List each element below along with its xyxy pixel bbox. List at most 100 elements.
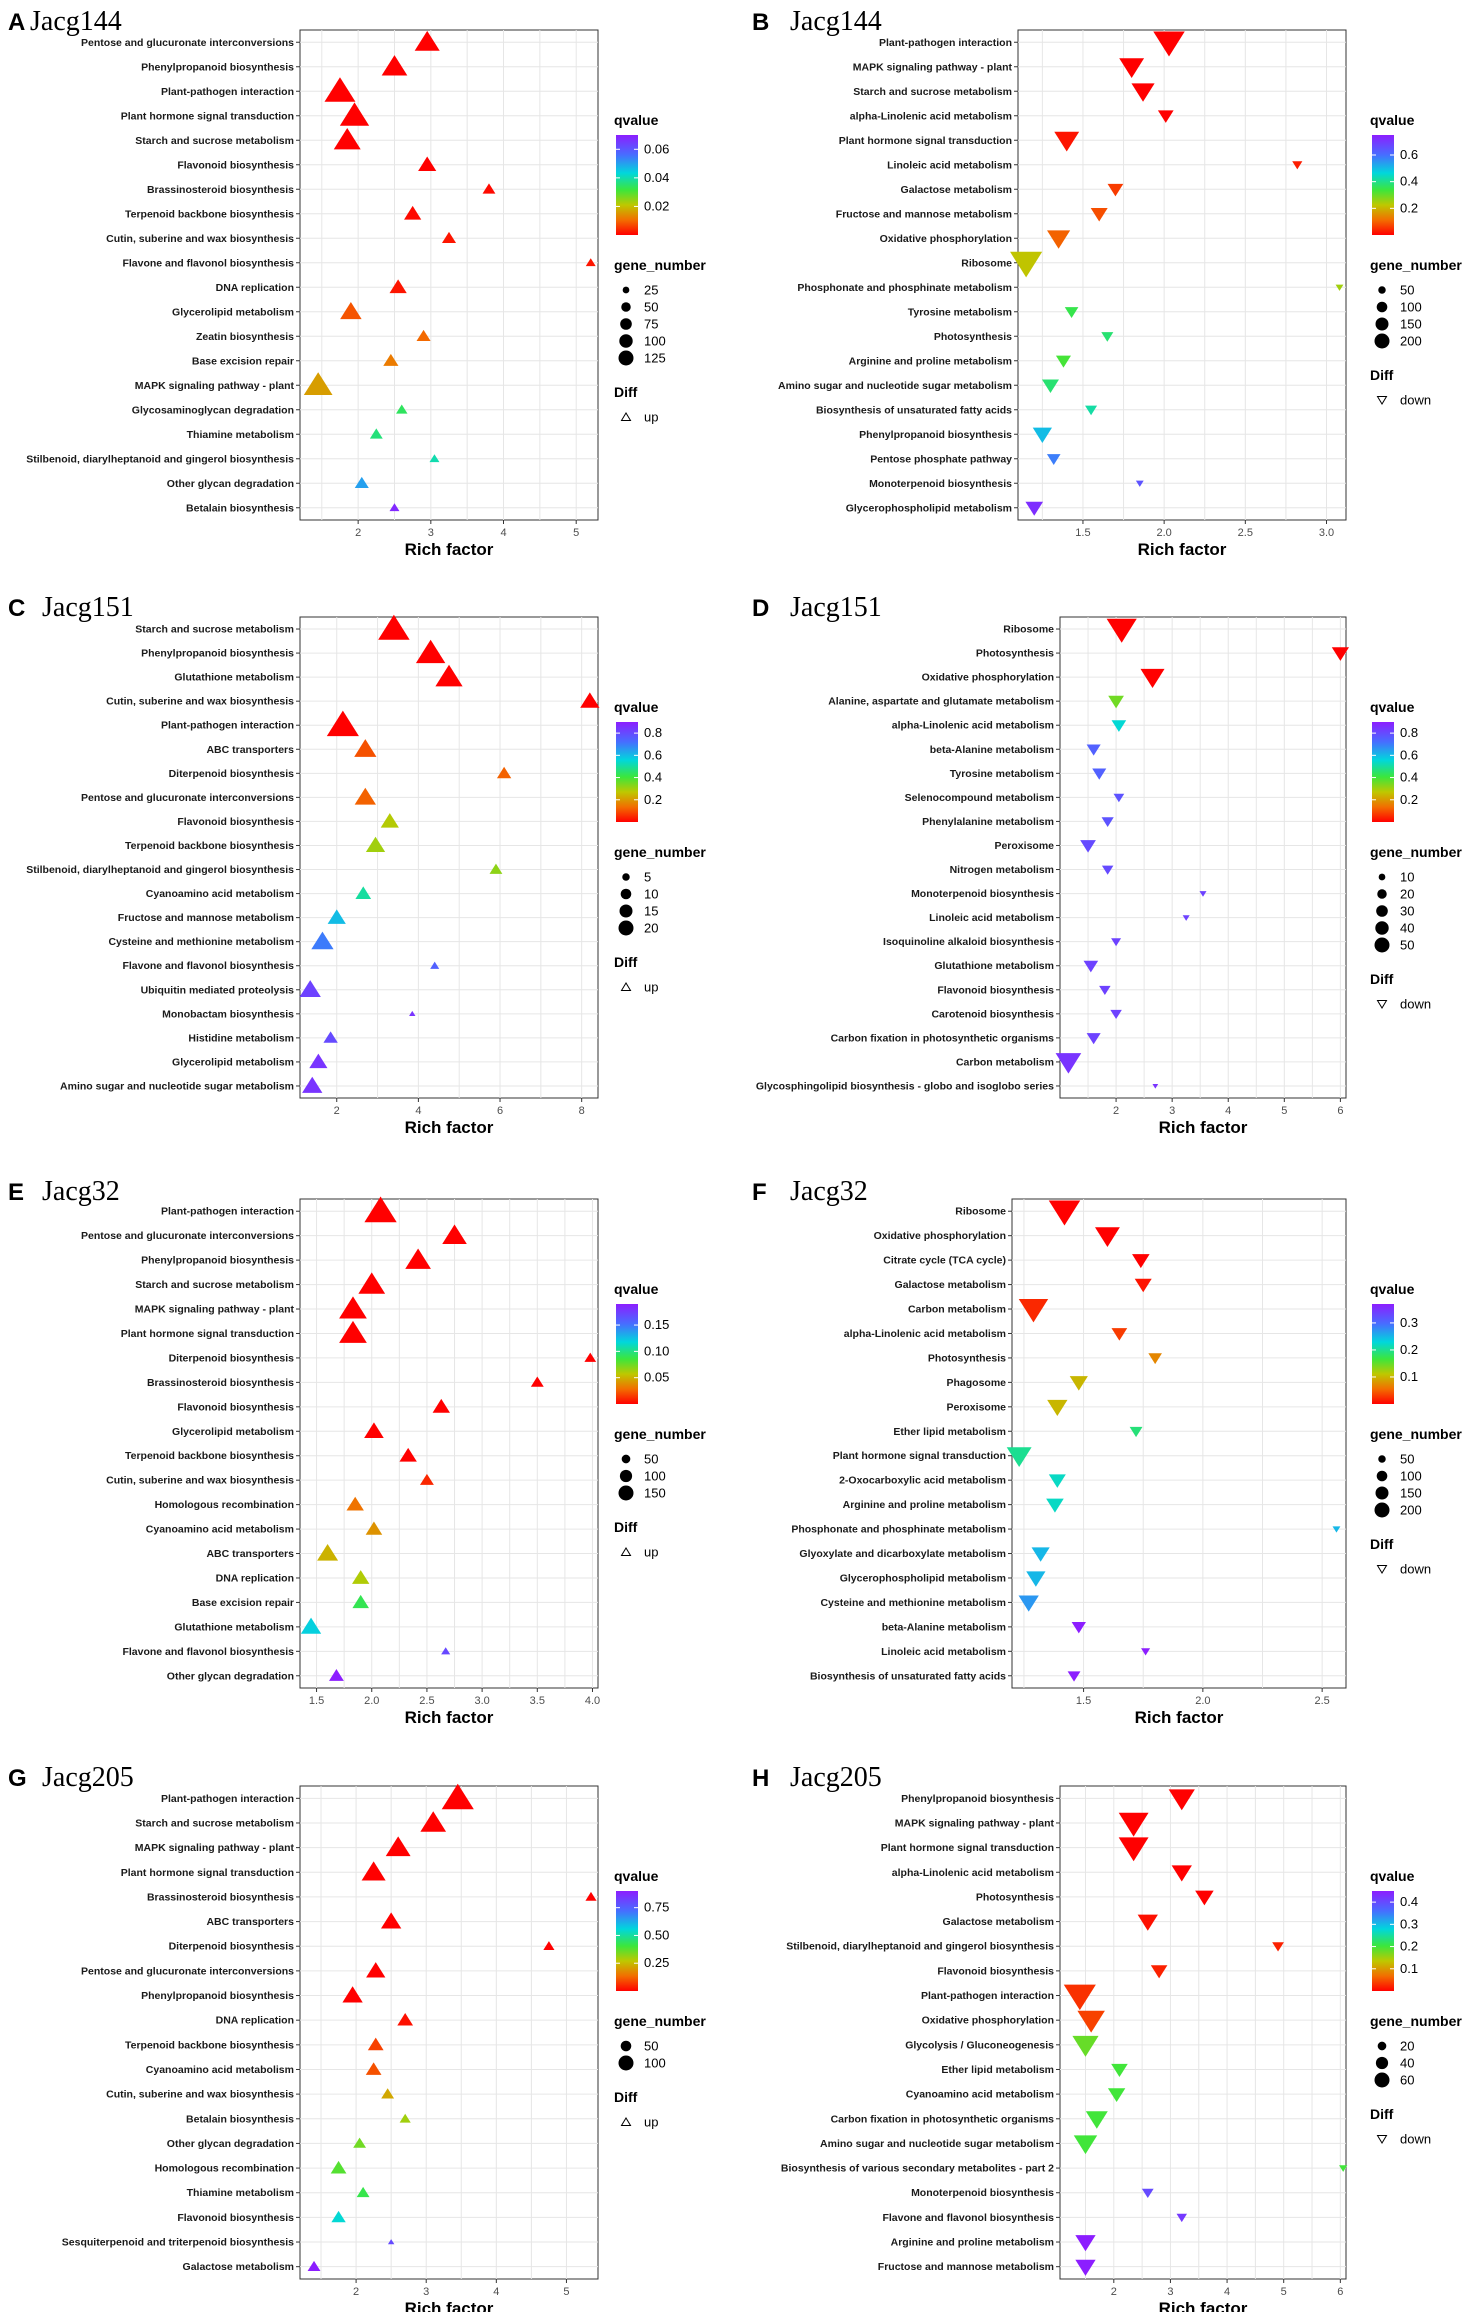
data-point bbox=[366, 1962, 386, 1978]
data-point bbox=[317, 1543, 339, 1561]
colorbar-tick-label: 0.4 bbox=[644, 770, 662, 785]
data-point bbox=[1054, 131, 1080, 152]
panel-letter: D bbox=[752, 595, 769, 622]
data-point bbox=[1113, 793, 1125, 803]
colorbar-tick-label: 0.2 bbox=[1400, 1342, 1418, 1357]
y-tick-label: Terpenoid backbone biosynthesis bbox=[125, 840, 294, 852]
legend-colorbar bbox=[616, 135, 638, 235]
y-tick-label: Tyrosine metabolism bbox=[950, 768, 1054, 780]
data-point bbox=[323, 1031, 338, 1043]
legend-colorbar bbox=[1372, 135, 1394, 235]
colorbar-tick-label: 0.4 bbox=[1400, 1894, 1418, 1909]
data-point bbox=[1086, 1033, 1101, 1045]
data-point bbox=[346, 1496, 364, 1511]
data-point bbox=[299, 980, 321, 998]
data-point bbox=[1111, 2063, 1128, 2078]
y-tick-label: Pentose and glucuronate interconversions bbox=[81, 37, 294, 49]
legend-diff-label: down bbox=[1400, 2132, 1431, 2147]
data-point bbox=[1195, 1890, 1214, 1906]
y-tick-label: Glycosphingolipid biosynthesis - globo a… bbox=[756, 1080, 1054, 1092]
data-point bbox=[1075, 2235, 1096, 2252]
legend-gene-number-title: gene_number bbox=[614, 844, 706, 860]
data-point bbox=[339, 102, 370, 126]
plot-area bbox=[299, 29, 599, 521]
y-tick-label: Phosphonate and phosphinate metabolism bbox=[797, 282, 1012, 294]
y-tick-label: Terpenoid backbone biosynthesis bbox=[125, 2039, 294, 2051]
data-point bbox=[364, 1196, 397, 1223]
y-tick-label: Pentose and glucuronate interconversions bbox=[81, 1965, 294, 1977]
colorbar-tick-label: 0.1 bbox=[1400, 1961, 1418, 1976]
legend-gene-number-title: gene_number bbox=[1370, 257, 1462, 273]
legend-diff-title: Diff bbox=[1370, 1536, 1394, 1552]
data-point bbox=[1046, 1498, 1064, 1513]
legend-size-label: 100 bbox=[644, 334, 666, 349]
data-point bbox=[381, 2088, 395, 2099]
legend-diff-symbol bbox=[1376, 1000, 1388, 1009]
data-point bbox=[385, 1836, 411, 1857]
x-tick-label: 3 bbox=[423, 2286, 429, 2298]
y-tick-label: Stilbenoid, diarylheptanoid and gingerol… bbox=[26, 864, 294, 876]
x-tick-label: 6 bbox=[1337, 1105, 1343, 1117]
legend-size-label: 100 bbox=[1400, 300, 1422, 315]
colorbar-tick-label: 0.25 bbox=[644, 1955, 669, 1970]
data-point bbox=[1182, 915, 1190, 921]
panel-letter: F bbox=[752, 1179, 767, 1206]
legend-gene-number-title: gene_number bbox=[1370, 844, 1462, 860]
data-point bbox=[1010, 251, 1043, 278]
legend-size-dot bbox=[620, 318, 632, 330]
legend-qvalue-title: qvalue bbox=[1370, 112, 1415, 128]
legend-size-label: 75 bbox=[644, 317, 658, 332]
y-tick-label: Glutathione metabolism bbox=[934, 960, 1054, 972]
x-tick-label: 2.0 bbox=[1195, 1695, 1210, 1707]
y-tick-label: MAPK signaling pathway - plant bbox=[135, 1842, 295, 1854]
y-tick-label: Glycerolipid metabolism bbox=[172, 1426, 294, 1438]
y-tick-label: Linoleic acid metabolism bbox=[929, 912, 1054, 924]
y-tick-label: Ether lipid metabolism bbox=[941, 2064, 1054, 2076]
legend-size-label: 10 bbox=[1400, 870, 1414, 885]
data-point bbox=[353, 2137, 367, 2148]
legend-qvalue-title: qvalue bbox=[614, 1868, 659, 1884]
y-tick-label: Flavone and flavonol biosynthesis bbox=[122, 1646, 294, 1658]
data-point bbox=[585, 258, 596, 267]
y-tick-label: Plant hormone signal transduction bbox=[121, 1867, 294, 1879]
data-point bbox=[352, 1570, 370, 1584]
y-tick-label: Galactose metabolism bbox=[895, 1279, 1006, 1291]
x-tick-label: 3.0 bbox=[474, 1695, 489, 1707]
legend-gene-number-title: gene_number bbox=[1370, 1426, 1462, 1442]
x-tick-label: 2.5 bbox=[1314, 1695, 1329, 1707]
data-point bbox=[482, 183, 496, 194]
data-point bbox=[1085, 2111, 1108, 2129]
legend-diff-symbol bbox=[1376, 396, 1388, 405]
data-point bbox=[441, 1783, 474, 1810]
data-point bbox=[1077, 2010, 1105, 2033]
y-tick-label: Galactose metabolism bbox=[943, 1916, 1054, 1928]
data-point bbox=[365, 1521, 383, 1535]
legend-qvalue-title: qvalue bbox=[614, 699, 659, 715]
data-point bbox=[1071, 1621, 1086, 1634]
y-tick-label: Starch and sucrose metabolism bbox=[135, 1279, 294, 1291]
legend-size-label: 50 bbox=[1400, 1452, 1414, 1467]
panel-letter: A bbox=[8, 9, 25, 36]
y-tick-label: ABC transporters bbox=[206, 744, 294, 756]
y-tick-label: Ribosome bbox=[955, 1206, 1006, 1218]
legend-size-dot bbox=[1378, 1455, 1386, 1463]
legend-gene-number-title: gene_number bbox=[614, 257, 706, 273]
legend-diff-symbol bbox=[620, 1547, 632, 1556]
legend-diff-title: Diff bbox=[614, 384, 638, 400]
legend-size-label: 150 bbox=[1400, 1486, 1422, 1501]
y-tick-label: Oxidative phosphorylation bbox=[874, 1230, 1006, 1242]
colorbar-tick-label: 0.3 bbox=[1400, 1916, 1418, 1931]
x-tick-label: 4 bbox=[493, 2286, 499, 2298]
legend-diff-symbol bbox=[620, 2117, 632, 2126]
colorbar-tick-label: 0.06 bbox=[644, 141, 669, 156]
legend-diff-title: Diff bbox=[614, 1519, 638, 1535]
data-point bbox=[1134, 1278, 1152, 1293]
y-tick-label: Homologous recombination bbox=[155, 1499, 294, 1511]
panel-G: G Jacg205 2 3 4 5 Rich factor Plant-pathogen in… bbox=[8, 1762, 706, 2312]
y-tick-label: Cutin, suberine and wax biosynthesis bbox=[106, 2089, 294, 2101]
data-point bbox=[1048, 1474, 1066, 1488]
y-tick-label: Histidine metabolism bbox=[188, 1032, 294, 1044]
data-point bbox=[1018, 1298, 1049, 1323]
data-point bbox=[496, 766, 512, 779]
